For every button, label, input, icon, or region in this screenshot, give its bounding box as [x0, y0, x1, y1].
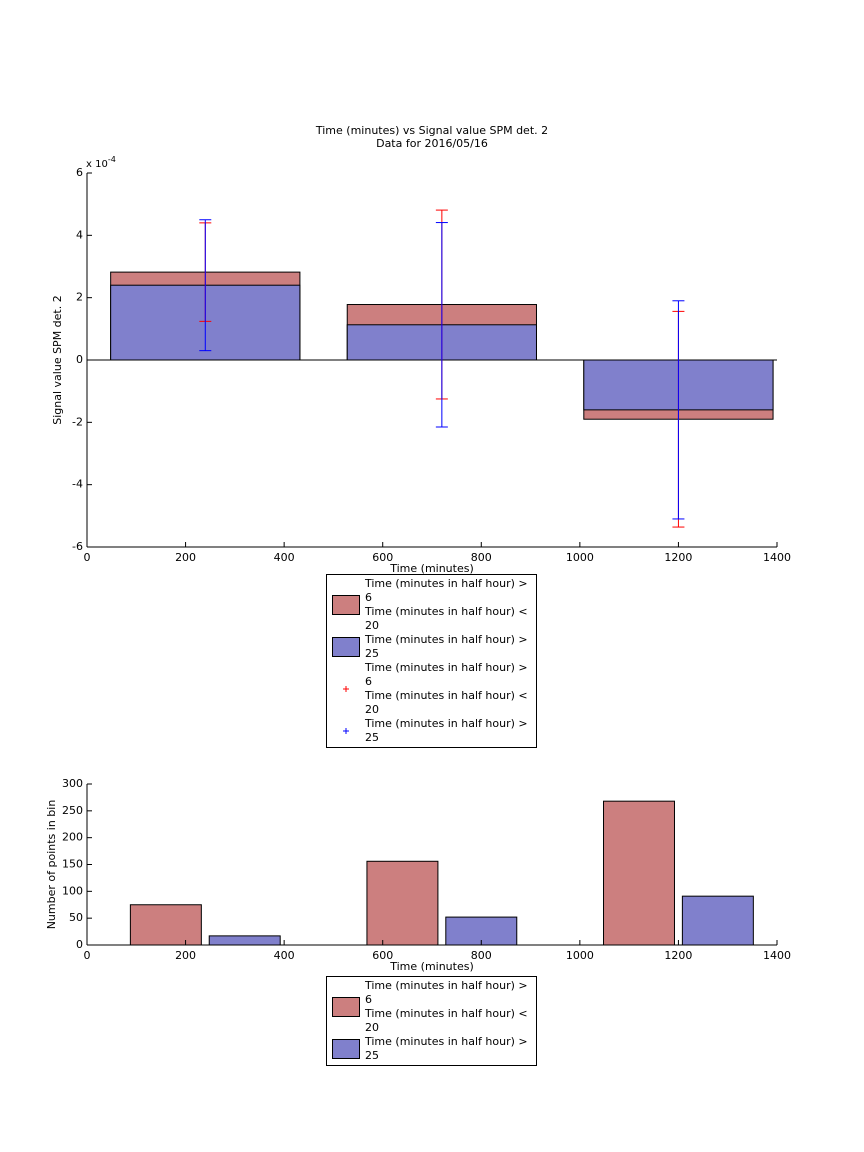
x-tick-label: 600 [372, 949, 393, 962]
x-tick-label: 200 [175, 551, 196, 564]
legend-entry: Time (minutes in half hour) > 25 [327, 1035, 536, 1063]
x-tick-label: 1400 [763, 551, 791, 564]
x-tick-label: 0 [84, 551, 91, 564]
legend-entry: Time (minutes in half hour) > 6 Time (mi… [327, 577, 536, 633]
legend-entry: Time (minutes in half hour) > 25 [327, 717, 536, 745]
x-tick-label: 400 [274, 949, 295, 962]
y-tick-label: 2 [76, 291, 83, 304]
x-axis-label: Time (minutes) [389, 960, 474, 973]
y-tick-label: 50 [69, 911, 83, 924]
y-scale-label: x 10-4 [86, 155, 116, 171]
bar [366, 860, 439, 946]
chart-subtitle: Data for 2016/05/16 [376, 137, 488, 150]
x-tick-label: 1000 [566, 551, 594, 564]
error-bar [672, 300, 685, 520]
legend: Time (minutes in half hour) > 6 Time (mi… [326, 574, 537, 748]
y-tick-label: 6 [76, 166, 83, 179]
legend-label: Time (minutes in half hour) > 25 [365, 633, 528, 660]
legend-label: Time (minutes in half hour) > 6 Time (mi… [365, 979, 528, 1034]
y-axis-label: Number of points in bin [45, 800, 58, 930]
legend-entry: Time (minutes in half hour) > 6 Time (mi… [327, 661, 536, 717]
legend-swatch [332, 595, 360, 615]
y-scale-base: x 10 [86, 159, 108, 170]
legend-swatch [332, 637, 360, 657]
x-tick-label: 800 [471, 949, 492, 962]
x-tick-label: 1200 [664, 949, 692, 962]
legend-marker [332, 683, 360, 696]
x-tick-label: 1200 [664, 551, 692, 564]
bar [208, 935, 281, 946]
y-tick-label: 0 [76, 353, 83, 366]
y-tick-label: -4 [72, 478, 83, 491]
legend-marker-icon [343, 727, 349, 734]
x-tick-label: 800 [471, 551, 492, 564]
bar [603, 800, 675, 946]
error-bar [199, 219, 212, 352]
x-tick-label: 0 [84, 949, 91, 962]
x-tick-label: 400 [274, 551, 295, 564]
y-tick-label: -6 [72, 540, 83, 553]
legend-label: Time (minutes in half hour) > 6 Time (mi… [365, 661, 528, 716]
legend-label: Time (minutes in half hour) > 25 [365, 717, 528, 744]
legend-label: Time (minutes in half hour) > 6 Time (mi… [365, 577, 528, 632]
legend-label: Time (minutes in half hour) > 25 [365, 1035, 528, 1062]
x-tick-label: 1400 [763, 949, 791, 962]
legend-marker [332, 725, 360, 738]
legend-swatch [332, 997, 360, 1017]
bar [129, 904, 202, 946]
y-tick-label: 250 [62, 804, 83, 817]
y-tick-label: 200 [62, 831, 83, 844]
y-tick-label: 300 [62, 777, 83, 790]
legend-entry: Time (minutes in half hour) > 6 Time (mi… [327, 979, 536, 1035]
y-tick-label: 4 [76, 228, 83, 241]
legend-marker-icon [343, 685, 349, 692]
legend-swatch [332, 1039, 360, 1059]
x-tick-label: 600 [372, 551, 393, 564]
legend: Time (minutes in half hour) > 6 Time (mi… [326, 976, 537, 1066]
x-tick-label: 1000 [566, 949, 594, 962]
bar [681, 895, 754, 946]
error-bar [435, 222, 448, 428]
chart-title: Time (minutes) vs Signal value SPM det. … [315, 124, 548, 137]
y-tick-label: 0 [76, 938, 83, 951]
y-axis-label: Signal value SPM det. 2 [51, 295, 64, 425]
legend-entry: Time (minutes in half hour) > 25 [327, 633, 536, 661]
y-tick-label: -2 [72, 415, 83, 428]
y-tick-label: 150 [62, 858, 83, 871]
x-axis-label: Time (minutes) [389, 562, 474, 575]
x-tick-label: 200 [175, 949, 196, 962]
y-tick-label: 100 [62, 884, 83, 897]
y-scale-exponent: -4 [108, 155, 116, 164]
